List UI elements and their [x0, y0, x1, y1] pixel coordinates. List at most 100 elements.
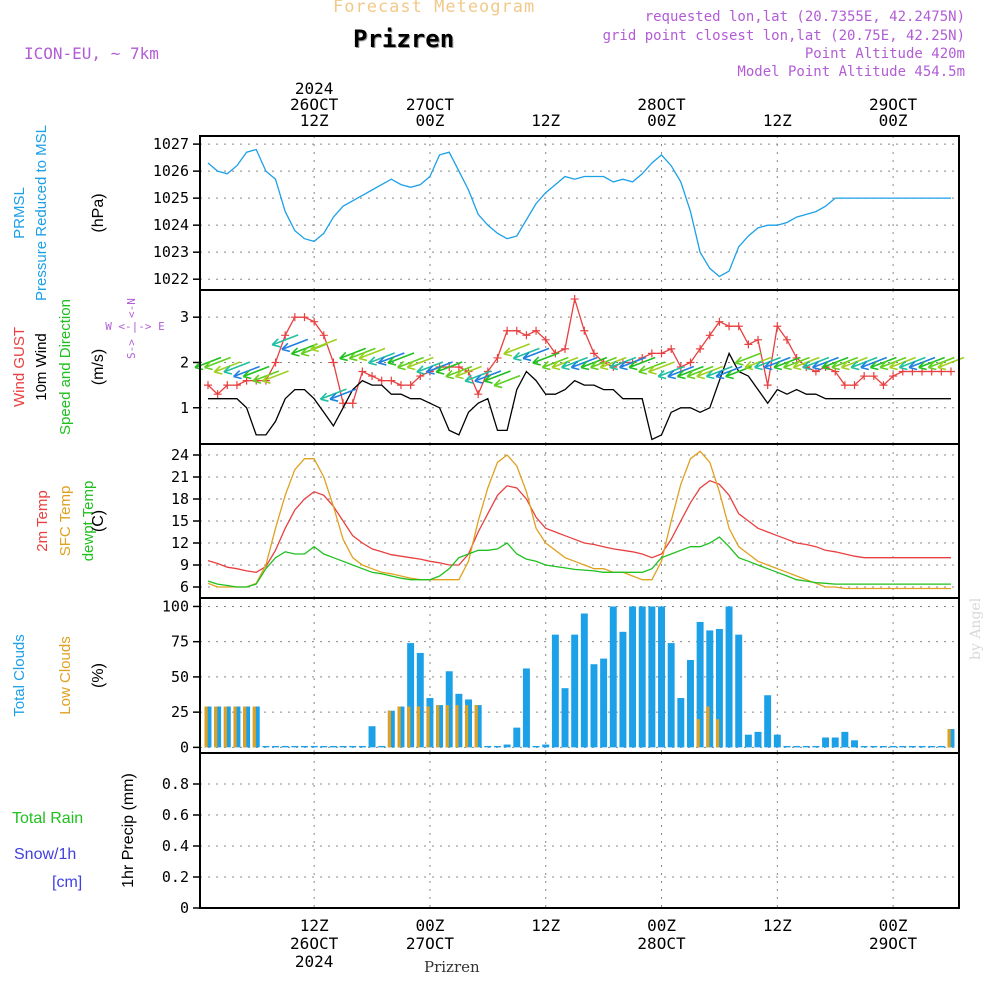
bar-low-clouds-51	[696, 719, 700, 748]
unit-label-1: (m/s)	[90, 349, 107, 385]
wind-arrow-35	[532, 352, 560, 364]
wind-arrow-42	[599, 356, 627, 369]
wind-arrowhead-20	[387, 356, 397, 366]
gust-marker-66	[840, 381, 849, 390]
wind-arrowhead-7	[261, 374, 271, 384]
gust-marker-21	[406, 381, 415, 390]
gust-marker-34	[532, 326, 541, 335]
compass-s: S->	[125, 339, 138, 359]
gust-marker-33	[522, 331, 531, 340]
wind-arrowhead-44	[619, 360, 628, 371]
wind-arrowhead-62	[792, 360, 802, 371]
bar-low-clouds-24	[436, 705, 440, 748]
bar-total-clouds-56	[744, 734, 752, 748]
wind-arrowhead-9	[281, 342, 291, 353]
wind-arrow-23	[416, 361, 444, 373]
bar-low-clouds-1	[214, 706, 218, 748]
wind-arrow-2	[214, 361, 241, 373]
wind-arrow-66	[831, 356, 859, 369]
wind-arrow-74	[908, 356, 936, 369]
bar-low-clouds-0	[204, 706, 208, 748]
wind-arrowhead-75	[918, 360, 927, 371]
wind-arrow-7	[262, 370, 289, 382]
wind-arrowhead-67	[840, 360, 850, 371]
ytick-label-3-2: 50	[171, 668, 189, 686]
bar-total-clouds-16	[358, 745, 366, 748]
wind-arrow-61	[783, 356, 810, 369]
wind-arrowhead-3	[223, 365, 233, 375]
time-label-bottom-4-0: 12Z	[763, 916, 792, 935]
wind-arrowhead-27	[454, 369, 464, 380]
time-label-bottom-5-1: 29OCT	[869, 934, 918, 953]
gust-marker-46	[647, 349, 656, 358]
wind-arrow-18	[368, 352, 395, 364]
wind-arrowhead-58	[754, 360, 763, 371]
gust-marker-10	[300, 313, 309, 322]
bar-total-clouds-28	[474, 705, 482, 748]
wind-arrowhead-12	[310, 342, 319, 353]
wind-arrow-40	[580, 356, 608, 369]
wind-arrowhead-64	[811, 360, 821, 371]
wind-arrowhead-16	[348, 351, 358, 362]
gust-marker-7	[271, 358, 280, 367]
gust-marker-15	[348, 399, 357, 408]
series-wind-gust	[207, 298, 951, 404]
wind-arrowhead-71	[879, 360, 889, 371]
wind-arrow-32	[503, 343, 531, 355]
gust-marker-71	[889, 372, 898, 381]
bar-total-clouds-29	[484, 745, 492, 748]
side-label-2-1: SFC Temp	[57, 486, 74, 557]
panel-wind: Wind GUST 10m Wind Speed and Direction (m/s…	[11, 289, 965, 445]
gust-marker-11	[310, 317, 319, 326]
gust-marker-59	[773, 322, 782, 331]
bar-total-clouds-46	[648, 606, 656, 748]
time-label-top-3-0: 28OCT	[637, 95, 686, 114]
ytick-label-1-0: 1	[180, 399, 189, 417]
ytick-label-2-3: 15	[171, 512, 189, 530]
wind-arrowhead-33	[512, 351, 522, 362]
wind-arrow-29	[474, 370, 502, 382]
side-label-1-2: Speed and Direction	[57, 299, 74, 435]
wind-arrowhead-1	[204, 360, 213, 371]
gust-marker-68	[860, 372, 869, 381]
wind-arrow-46	[638, 361, 666, 373]
time-label-top-5-0: 29OCT	[869, 95, 918, 114]
bar-total-clouds-1	[214, 706, 222, 748]
bar-total-clouds-66	[841, 731, 849, 748]
bar-total-clouds-61	[793, 745, 801, 748]
wind-arrowhead-8	[271, 338, 281, 348]
wind-arrowhead-40	[580, 360, 590, 371]
wind-arrowhead-18	[368, 356, 377, 366]
wind-arrowhead-72	[889, 360, 898, 371]
ytick-label-2-5: 21	[171, 468, 189, 486]
side-label-2-0: 2m Temp	[34, 490, 51, 551]
bar-total-clouds-0	[204, 706, 212, 748]
bar-total-clouds-75	[928, 745, 936, 748]
time-label-bottom-1-1: 27OCT	[406, 934, 455, 953]
bar-total-clouds-48	[667, 643, 675, 748]
wind-arrow-38	[561, 356, 588, 369]
wind-arrowhead-5	[242, 369, 252, 380]
wind-arrow-45	[628, 356, 656, 369]
wind-arrowhead-61	[783, 360, 792, 371]
wind-arrowhead-36	[541, 360, 551, 371]
wind-arrowhead-34	[522, 351, 532, 362]
point-altitude: Point Altitude 420m	[804, 46, 965, 62]
wind-arrowhead-66	[831, 360, 841, 371]
wind-arrow-37	[551, 356, 579, 369]
wind-arrowhead-17	[358, 351, 368, 362]
wind-arrowhead-19	[377, 356, 387, 366]
bar-low-clouds-26	[455, 705, 459, 748]
ytick-label-2-1: 9	[180, 556, 189, 574]
bar-total-clouds-7	[272, 745, 280, 748]
ytick-label-3-0: 0	[180, 738, 189, 756]
ytick-label-0-4: 1026	[153, 162, 189, 180]
panel-clouds: Total Clouds Low Clouds (%)	[11, 597, 960, 754]
bar-low-clouds-3	[233, 706, 237, 748]
wind-arrowhead-68	[850, 360, 860, 371]
gust-marker-55	[734, 322, 743, 331]
wind-arrowhead-55	[725, 369, 734, 380]
model-altitude: Model Point Altitude 454.5m	[737, 64, 965, 80]
ytick-label-2-0: 6	[180, 578, 189, 596]
bar-total-clouds-34	[532, 745, 540, 748]
